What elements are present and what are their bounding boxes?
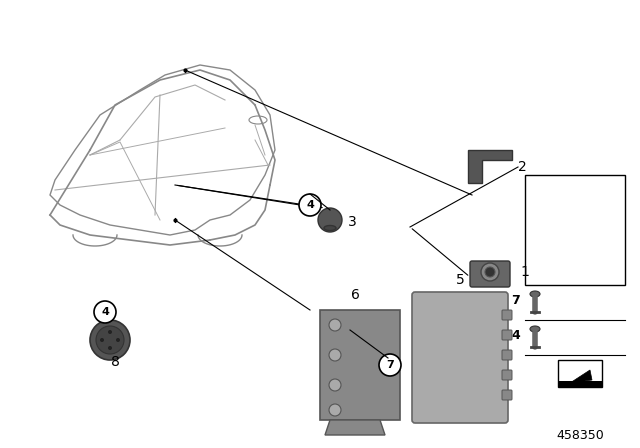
Circle shape [108,330,112,334]
Circle shape [329,319,341,331]
Ellipse shape [324,225,336,231]
Ellipse shape [530,291,540,297]
Polygon shape [570,370,592,383]
Text: 458350: 458350 [556,428,604,441]
Circle shape [116,338,120,342]
Text: 6: 6 [351,288,360,302]
Circle shape [299,194,321,216]
Circle shape [100,338,104,342]
Circle shape [96,326,124,354]
Circle shape [485,267,495,277]
FancyBboxPatch shape [502,370,512,380]
FancyBboxPatch shape [412,292,508,423]
Text: 5: 5 [456,273,465,287]
Polygon shape [468,150,512,183]
Circle shape [329,379,341,391]
Text: 2: 2 [518,160,527,174]
FancyBboxPatch shape [502,350,512,360]
Polygon shape [558,381,602,387]
Circle shape [318,208,342,232]
Text: 7: 7 [511,293,520,306]
Text: 3: 3 [348,215,356,229]
Text: 1: 1 [520,265,529,279]
FancyBboxPatch shape [502,390,512,400]
Polygon shape [325,420,385,435]
Ellipse shape [530,326,540,332]
Circle shape [90,320,130,360]
Circle shape [108,346,112,350]
Text: 4: 4 [511,328,520,341]
Text: 4: 4 [101,307,109,317]
Circle shape [329,349,341,361]
Text: 8: 8 [111,355,120,369]
FancyBboxPatch shape [502,330,512,340]
Text: 4: 4 [306,200,314,210]
Circle shape [329,404,341,416]
Circle shape [94,301,116,323]
Polygon shape [320,310,400,420]
Circle shape [481,263,499,281]
FancyBboxPatch shape [470,261,510,287]
Circle shape [379,354,401,376]
Text: 7: 7 [386,360,394,370]
FancyBboxPatch shape [502,310,512,320]
